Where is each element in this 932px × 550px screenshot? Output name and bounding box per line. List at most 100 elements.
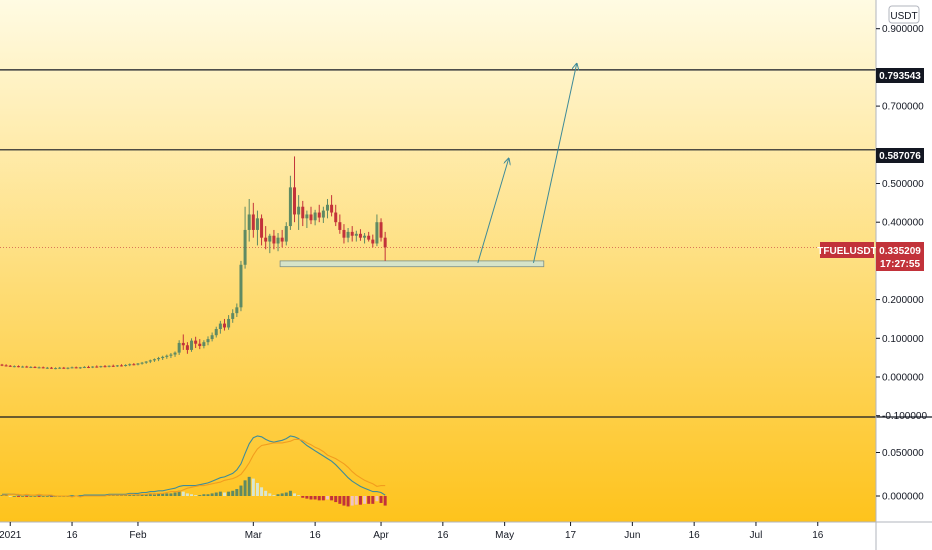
macd-histogram-bar <box>165 493 169 496</box>
macd-histogram-bar <box>198 495 202 496</box>
price-axis-tick-label: 0.400000 <box>882 218 924 229</box>
candle-body <box>190 340 194 350</box>
candle-body <box>202 342 206 347</box>
candle-body <box>330 204 334 213</box>
macd-histogram-bar <box>251 478 255 496</box>
price-tag-countdown: 17:27:55 <box>880 259 920 270</box>
candle-body <box>95 366 99 368</box>
macd-histogram-bar <box>140 494 144 496</box>
candle-body <box>82 366 86 368</box>
candle-body <box>321 210 325 218</box>
macd-histogram-bar <box>177 490 181 496</box>
macd-histogram-bar <box>45 496 49 497</box>
macd-histogram-bar <box>247 476 251 496</box>
candle-body <box>272 235 276 244</box>
macd-histogram-bar <box>321 496 325 501</box>
candle-body <box>136 363 140 365</box>
macd-histogram-bar <box>194 495 198 496</box>
macd-histogram-bar <box>280 493 284 496</box>
macd-histogram-bar <box>235 489 239 496</box>
candle-body <box>288 187 292 227</box>
candle-body <box>297 206 301 215</box>
macd-histogram-bar <box>309 496 313 500</box>
time-axis-background <box>0 522 876 550</box>
candle-body <box>214 329 218 336</box>
time-axis-tick-label: May <box>495 530 514 541</box>
candle-body <box>124 365 128 367</box>
macd-histogram-bar <box>144 494 148 496</box>
candle-body <box>16 366 20 368</box>
time-axis-tick-label: 2021 <box>0 530 22 541</box>
macd-histogram-bar <box>305 496 309 499</box>
price-axis-tick-label: -0.100000 <box>882 411 927 422</box>
macd-histogram-bar <box>313 496 317 500</box>
time-axis[interactable]: 2021 16 Feb Mar 16 Apr 16 May 17 Jun 16 Jul 16 <box>0 522 824 541</box>
macd-histogram-bar <box>16 496 20 497</box>
candle-body <box>313 212 317 221</box>
macd-histogram-bar <box>297 495 301 496</box>
candle-body <box>25 366 29 368</box>
macd-histogram-bar <box>206 494 210 496</box>
candle-body <box>103 366 107 368</box>
candle-body <box>144 361 148 363</box>
candle-body <box>107 365 111 367</box>
macd-histogram-bar <box>342 496 346 506</box>
candle-body <box>264 237 268 242</box>
candle-body <box>111 365 115 367</box>
candle-body <box>350 231 354 236</box>
currency-label: USDT <box>888 5 920 24</box>
candle-body <box>161 356 165 359</box>
symbol-label-box <box>820 242 874 258</box>
candle-body <box>222 323 226 328</box>
price-axis[interactable]: 0.900000 0.700000 0.500000 0.400000 0.200000… <box>876 24 927 422</box>
macd-histogram-bar <box>214 492 218 496</box>
candle-body <box>268 235 272 242</box>
projection-arrow-1 <box>477 158 509 263</box>
candle-body <box>227 318 231 328</box>
macd-histogram-bar <box>346 496 350 507</box>
level-tag-1-text: 0.793543 <box>879 71 921 82</box>
candle-body <box>87 366 91 368</box>
candle-body <box>128 364 132 366</box>
macd-indicator-pane[interactable] <box>0 435 387 507</box>
candle-body <box>165 355 169 357</box>
candle-body <box>70 367 74 369</box>
symbol-label-text: TFUELUSDT <box>817 246 876 257</box>
macd-axis-tick-label: 0.000000 <box>882 492 924 503</box>
macd-histogram-bar <box>29 496 33 497</box>
candle-body <box>198 343 202 347</box>
candle-body <box>260 218 264 238</box>
time-axis-tick-label: Apr <box>373 530 389 541</box>
time-axis-tick-label: Jul <box>750 530 763 541</box>
macd-histogram-bar <box>264 490 268 496</box>
candle-body <box>342 229 346 238</box>
candle-body <box>99 366 103 368</box>
macd-histogram-bar <box>284 492 288 496</box>
candle-body <box>251 214 255 230</box>
candle-body <box>45 367 49 369</box>
candle-body <box>293 187 297 215</box>
price-tag: 0.335209 17:27:55 <box>876 242 924 271</box>
candle-body <box>21 366 25 368</box>
candle-body <box>181 342 185 346</box>
main-price-pane[interactable] <box>0 64 876 370</box>
candle-body <box>371 239 375 244</box>
candle-body <box>309 214 313 221</box>
candle-body <box>4 365 8 367</box>
macd-histogram-bar <box>161 493 165 496</box>
price-axis-tick-label: 0.500000 <box>882 179 924 190</box>
candle-body <box>276 237 280 244</box>
time-axis-tick-label: 16 <box>437 530 449 541</box>
candle-body <box>301 206 305 219</box>
macd-histogram-bar <box>41 496 45 497</box>
candle-body <box>119 365 123 367</box>
level-tag-2-box <box>876 148 924 163</box>
macd-axis[interactable]: 0.050000 0.000000 <box>876 448 924 503</box>
candle-body <box>338 222 342 230</box>
macd-histogram-bar <box>255 482 259 496</box>
macd-histogram-bar <box>334 496 338 503</box>
candle-body <box>375 222 379 244</box>
macd-histogram-bar <box>325 496 329 500</box>
price-axis-tick-label: 0.000000 <box>882 373 924 384</box>
